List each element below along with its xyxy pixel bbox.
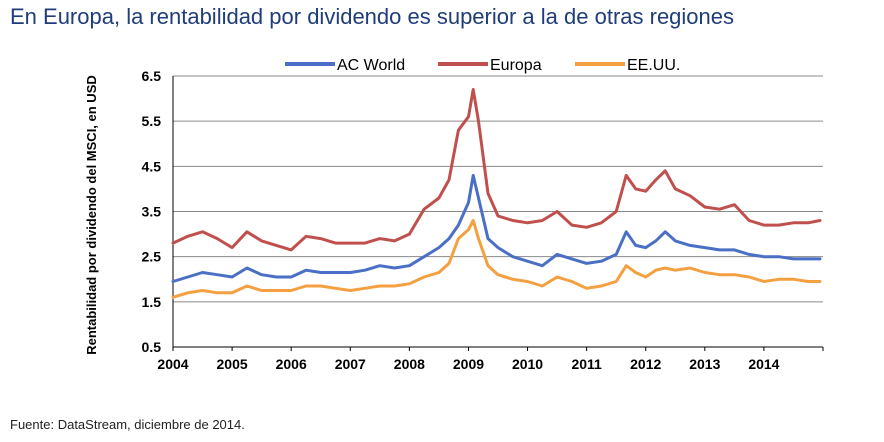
y-tick-label: 2.5 [142, 249, 162, 265]
series-line [171, 88, 822, 252]
x-tick-label: 2010 [512, 356, 543, 372]
x-tick-label: 2012 [630, 356, 661, 372]
y-tick-label: 3.5 [142, 204, 162, 220]
y-tick-label: 5.5 [142, 113, 162, 129]
page-title: En Europa, la rentabilidad por dividendo… [10, 4, 735, 29]
x-tick-label: 2008 [394, 356, 425, 372]
series-line [171, 219, 822, 299]
x-tick-label: 2004 [157, 356, 188, 372]
x-tick-label: 2006 [276, 356, 307, 372]
legend-label: EE.UU. [627, 57, 680, 74]
y-tick-label: 4.5 [142, 158, 162, 174]
x-tick-label: 2013 [689, 356, 720, 372]
legend-label: AC World [337, 57, 405, 74]
axes: 0.5 1.5 2.5 3.5 4.5 5.5 6.5 2004 2005 2006 2007 200… [142, 68, 824, 372]
x-tick-label: 2007 [335, 356, 366, 372]
y-tick-label: 6.5 [142, 68, 162, 84]
legend: AC World Europa EE.UU. [285, 57, 680, 74]
series-lines [171, 88, 822, 299]
legend-label: Europa [490, 57, 542, 74]
x-tick-label: 2009 [453, 356, 484, 372]
series-line [171, 173, 822, 283]
x-tick-label: 2014 [748, 356, 779, 372]
source-note: Fuente: DataStream, diciembre de 2014. [10, 417, 245, 432]
y-tick-label: 0.5 [142, 339, 162, 355]
y-tick-label: 1.5 [142, 294, 162, 310]
x-tick-label: 2011 [571, 356, 602, 372]
x-tick-label: 2005 [217, 356, 248, 372]
gridlines [173, 75, 823, 348]
y-axis-label: Rentabilidad por dividendo del MSCI, en … [84, 75, 99, 355]
